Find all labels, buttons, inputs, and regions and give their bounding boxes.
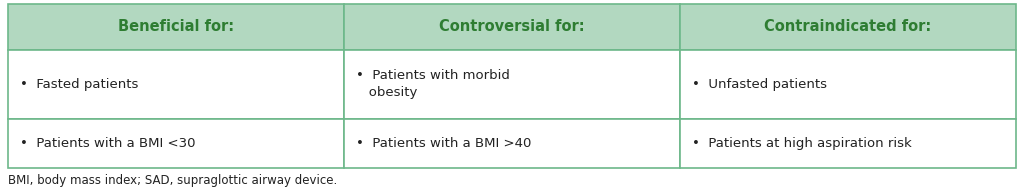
Text: Beneficial for:: Beneficial for: — [118, 19, 234, 34]
Text: BMI, body mass index; SAD, supraglottic airway device.: BMI, body mass index; SAD, supraglottic … — [8, 174, 337, 187]
Text: •  Patients with a BMI >40: • Patients with a BMI >40 — [356, 137, 531, 150]
Text: •  Patients at high aspiration risk: • Patients at high aspiration risk — [692, 137, 911, 150]
Text: •  Fasted patients: • Fasted patients — [20, 78, 138, 91]
Bar — [680, 4, 1016, 50]
Text: Controversial for:: Controversial for: — [439, 19, 585, 34]
Text: •  Patients with a BMI <30: • Patients with a BMI <30 — [20, 137, 196, 150]
Bar — [8, 119, 344, 168]
Bar — [8, 50, 344, 119]
Bar — [344, 119, 680, 168]
Bar — [680, 119, 1016, 168]
Text: Contraindicated for:: Contraindicated for: — [764, 19, 932, 34]
Bar — [680, 50, 1016, 119]
Bar — [344, 4, 680, 50]
Bar — [8, 4, 344, 50]
Text: •  Unfasted patients: • Unfasted patients — [692, 78, 827, 91]
Text: •  Patients with morbid
   obesity: • Patients with morbid obesity — [356, 69, 510, 99]
Bar — [344, 50, 680, 119]
